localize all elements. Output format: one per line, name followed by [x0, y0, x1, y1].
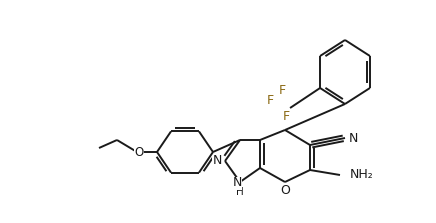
Text: N: N — [348, 132, 358, 145]
Text: O: O — [134, 145, 143, 159]
Text: H: H — [236, 187, 244, 197]
Text: F: F — [283, 109, 290, 122]
Text: O: O — [280, 184, 290, 196]
Text: N: N — [232, 176, 242, 190]
Text: F: F — [279, 83, 286, 97]
Text: NH₂: NH₂ — [350, 169, 374, 182]
Text: F: F — [266, 93, 274, 107]
Text: N: N — [212, 155, 221, 167]
